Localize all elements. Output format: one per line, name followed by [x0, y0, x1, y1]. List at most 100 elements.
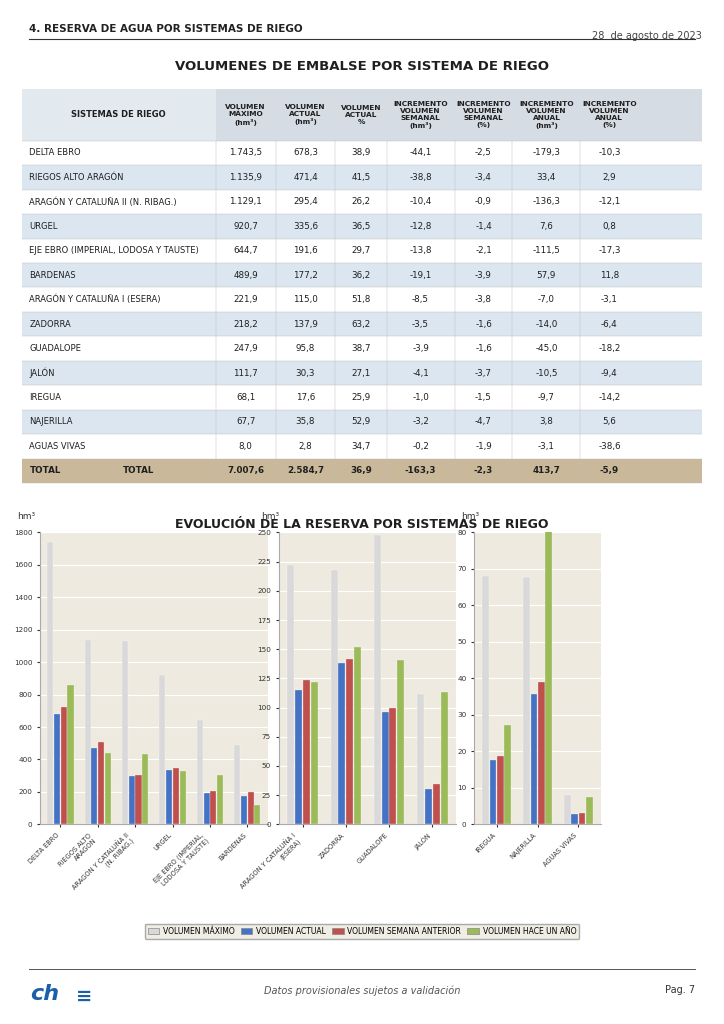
Text: ZADORRA: ZADORRA — [30, 319, 71, 329]
Text: -45,0: -45,0 — [535, 344, 557, 353]
Text: -4,1: -4,1 — [412, 369, 429, 378]
Text: -1,5: -1,5 — [475, 393, 492, 402]
Bar — [497, 757, 504, 824]
Text: 413,7: 413,7 — [532, 466, 560, 475]
Text: TOTAL: TOTAL — [122, 466, 154, 475]
Text: 36,9: 36,9 — [350, 466, 372, 475]
Bar — [338, 664, 345, 824]
Text: -3,5: -3,5 — [412, 319, 429, 329]
Bar — [54, 715, 60, 824]
Bar — [22, 360, 702, 385]
Bar — [22, 189, 702, 214]
Bar — [523, 578, 530, 824]
Text: IREGUA: IREGUA — [30, 393, 62, 402]
Text: -163,3: -163,3 — [405, 466, 437, 475]
Text: 63,2: 63,2 — [351, 319, 371, 329]
Legend: VOLUMEN MÁXIMO, VOLUMEN ACTUAL, VOLUMEN SEMANA ANTERIOR, VOLUMEN HACE UN AÑO: VOLUMEN MÁXIMO, VOLUMEN ACTUAL, VOLUMEN … — [145, 924, 579, 939]
Text: 5,6: 5,6 — [602, 418, 616, 426]
Text: RIEGOS ALTO ARAGÓN: RIEGOS ALTO ARAGÓN — [30, 173, 124, 182]
Text: -5,9: -5,9 — [599, 466, 619, 475]
Bar — [578, 813, 586, 824]
Text: -0,9: -0,9 — [475, 198, 492, 207]
Text: 52,9: 52,9 — [351, 418, 371, 426]
Bar — [489, 760, 497, 824]
Bar — [142, 755, 148, 824]
Text: ARAGÓN Y CATALUÑA I (ESERA): ARAGÓN Y CATALUÑA I (ESERA) — [30, 295, 161, 304]
Text: 177,2: 177,2 — [293, 270, 318, 280]
Bar — [22, 140, 702, 165]
Text: -0,2: -0,2 — [412, 442, 429, 451]
Bar — [47, 542, 54, 824]
Text: GUADALOPE: GUADALOPE — [30, 344, 81, 353]
Bar — [22, 459, 702, 483]
Bar — [180, 771, 185, 824]
Bar — [303, 680, 310, 824]
Text: 41,5: 41,5 — [351, 173, 371, 182]
Text: -18,2: -18,2 — [598, 344, 620, 353]
Bar — [197, 720, 203, 824]
Bar — [22, 312, 702, 336]
Text: 38,7: 38,7 — [351, 344, 371, 353]
Bar — [217, 775, 223, 824]
Bar — [173, 768, 179, 824]
Bar — [22, 288, 702, 312]
Text: 295,4: 295,4 — [293, 198, 318, 207]
Bar — [22, 410, 702, 434]
Text: 489,9: 489,9 — [233, 270, 258, 280]
Text: -3,2: -3,2 — [412, 418, 429, 426]
Text: 218,2: 218,2 — [233, 319, 258, 329]
Bar — [254, 805, 261, 824]
Text: 7,6: 7,6 — [539, 222, 553, 230]
Text: -4,7: -4,7 — [475, 418, 492, 426]
Bar — [22, 239, 702, 263]
Text: 67,7: 67,7 — [236, 418, 256, 426]
Text: 95,8: 95,8 — [296, 344, 315, 353]
Text: 4. RESERVA DE AGUA POR SISTEMAS DE RIEGO: 4. RESERVA DE AGUA POR SISTEMAS DE RIEGO — [29, 24, 303, 34]
Bar — [122, 641, 128, 824]
Text: 11,8: 11,8 — [599, 270, 619, 280]
Bar — [159, 675, 166, 824]
Text: 2,8: 2,8 — [298, 442, 312, 451]
Text: -9,7: -9,7 — [538, 393, 555, 402]
Text: AGUAS VIVAS: AGUAS VIVAS — [30, 442, 86, 451]
Bar — [425, 788, 432, 824]
Bar — [22, 434, 702, 459]
Text: -1,6: -1,6 — [475, 319, 492, 329]
Text: 68,1: 68,1 — [236, 393, 256, 402]
Text: Pag. 7: Pag. 7 — [665, 985, 695, 995]
Text: -1,6: -1,6 — [475, 344, 492, 353]
Text: -3,1: -3,1 — [538, 442, 555, 451]
Text: ≡: ≡ — [75, 987, 92, 1007]
Bar — [331, 569, 337, 824]
Bar — [433, 784, 439, 824]
Text: -1,9: -1,9 — [475, 442, 492, 451]
Text: 8,0: 8,0 — [239, 442, 253, 451]
Bar — [571, 814, 578, 824]
Text: -3,9: -3,9 — [475, 270, 492, 280]
Text: -12,1: -12,1 — [598, 198, 620, 207]
Text: -9,4: -9,4 — [601, 369, 618, 378]
Text: TOTAL: TOTAL — [30, 466, 61, 475]
Bar — [22, 214, 702, 239]
Text: 2,9: 2,9 — [602, 173, 616, 182]
Bar — [67, 685, 74, 824]
Text: -179,3: -179,3 — [532, 148, 560, 158]
Text: 26,2: 26,2 — [351, 198, 371, 207]
Text: 25,9: 25,9 — [351, 393, 371, 402]
Text: EVOLUCIÓN DE LA RESERVA POR SISTEMAS DE RIEGO: EVOLUCIÓN DE LA RESERVA POR SISTEMAS DE … — [175, 518, 549, 531]
Text: Datos provisionales sujetos a validación: Datos provisionales sujetos a validación — [264, 985, 460, 995]
Bar — [311, 682, 318, 824]
Text: 51,8: 51,8 — [351, 295, 371, 304]
Bar — [234, 744, 240, 824]
Text: 36,2: 36,2 — [351, 270, 371, 280]
Text: 7.007,6: 7.007,6 — [227, 466, 264, 475]
Text: VOLUMENES DE EMBALSE POR SISTEMA DE RIEGO: VOLUMENES DE EMBALSE POR SISTEMA DE RIEG… — [175, 59, 549, 73]
Text: INCREMENTO
VOLUMEN
ANUAL
(%): INCREMENTO VOLUMEN ANUAL (%) — [582, 101, 636, 128]
Bar — [440, 692, 447, 824]
Bar — [248, 793, 253, 824]
Text: 30,3: 30,3 — [296, 369, 315, 378]
Bar — [22, 89, 702, 140]
Text: INCREMENTO
VOLUMEN
SEMANAL
(%): INCREMENTO VOLUMEN SEMANAL (%) — [456, 101, 511, 128]
Text: 920,7: 920,7 — [233, 222, 258, 230]
Text: 17,6: 17,6 — [296, 393, 315, 402]
